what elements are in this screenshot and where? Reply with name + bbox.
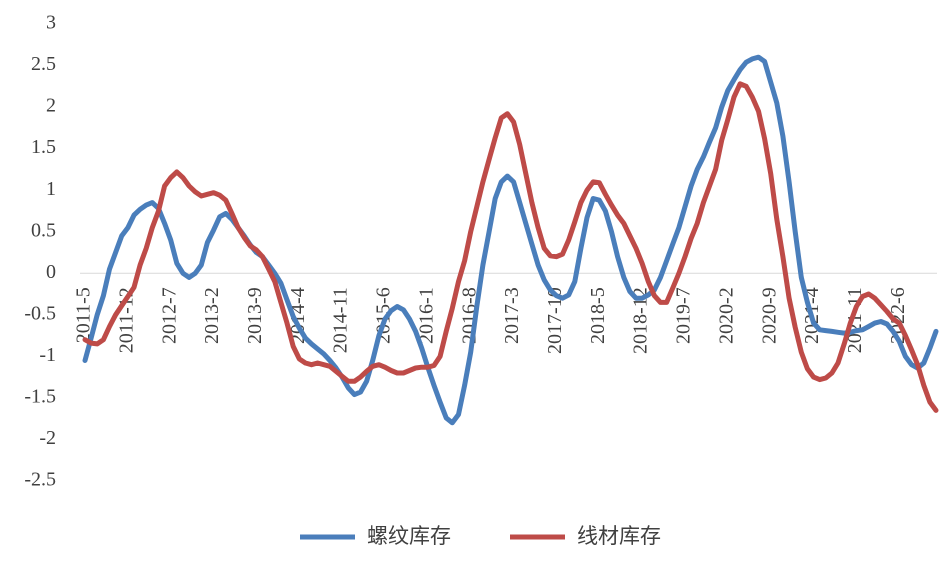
y-tick-label: -0.5	[24, 302, 56, 324]
x-tick-label: 2012-7	[158, 287, 180, 344]
x-tick-label: 2020-9	[758, 287, 780, 344]
x-tick-label: 2019-7	[673, 287, 695, 344]
y-tick-label: 0.5	[31, 219, 56, 241]
y-tick-label: -1.5	[24, 386, 56, 408]
series-line	[82, 54, 939, 426]
x-tick-label: 2020-2	[715, 287, 737, 344]
x-tick-label: 2011-5	[73, 287, 95, 343]
x-tick-label: 2018-12	[630, 287, 652, 354]
y-tick-label: 0	[46, 261, 56, 283]
x-tick-label: 2014-4	[287, 287, 309, 344]
legend-label: 线材库存	[577, 524, 661, 548]
y-tick-label: -2	[39, 427, 56, 449]
series-line	[82, 81, 939, 413]
y-tick-label: 2.5	[31, 53, 56, 75]
y-tick-label: 1	[46, 178, 56, 200]
x-tick-label: 2017-10	[544, 287, 566, 354]
x-tick-label: 2013-2	[201, 287, 223, 344]
y-tick-label: 3	[46, 12, 56, 34]
y-tick-label: 1.5	[31, 136, 56, 158]
x-tick-label: 2013-9	[244, 287, 266, 344]
x-tick-label: 2016-1	[415, 287, 437, 344]
x-tick-label: 2018-5	[587, 287, 609, 344]
y-tick-label: -2.5	[24, 469, 56, 491]
x-tick-label: 2015-6	[373, 287, 395, 344]
y-tick-label: -1	[39, 344, 56, 366]
x-tick-label: 2014-11	[330, 287, 352, 353]
x-tick-label: 2017-3	[501, 287, 523, 344]
y-tick-label: 2	[46, 95, 56, 117]
legend-label: 螺纹库存	[367, 524, 451, 548]
